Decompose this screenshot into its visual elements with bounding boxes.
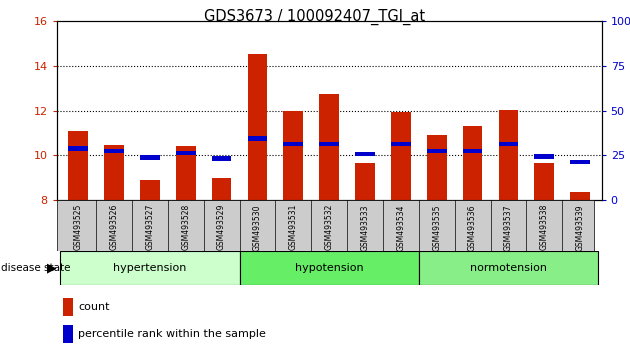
Bar (570, 192, 590, 200)
Bar (140, 180, 160, 200)
Bar (355, 152, 375, 156)
Bar (68, 131, 88, 200)
Bar (391, 112, 411, 200)
Bar (570, 160, 590, 164)
Bar (391, 142, 411, 147)
Text: GSM493532: GSM493532 (324, 204, 334, 251)
Text: ▶: ▶ (47, 262, 57, 275)
Text: hypertension: hypertension (113, 263, 186, 273)
Bar (498, 109, 518, 200)
Bar (63, 297, 73, 315)
Bar (284, 110, 303, 200)
Bar (355, 163, 375, 200)
Text: GSM493531: GSM493531 (289, 204, 298, 251)
Bar (462, 149, 483, 153)
Bar (427, 149, 447, 153)
Bar (319, 142, 339, 147)
Text: GSM493533: GSM493533 (360, 204, 370, 251)
Text: GSM493526: GSM493526 (110, 204, 118, 251)
Bar (498, 142, 518, 147)
Text: count: count (78, 302, 110, 312)
Text: GDS3673 / 100092407_TGI_at: GDS3673 / 100092407_TGI_at (205, 9, 425, 25)
Bar (284, 142, 303, 147)
Bar (534, 163, 554, 200)
Text: GSM493528: GSM493528 (181, 204, 190, 250)
Text: GSM493537: GSM493537 (504, 204, 513, 251)
Text: GSM493536: GSM493536 (468, 204, 477, 251)
Bar (104, 145, 124, 200)
Bar (419, 251, 598, 285)
Bar (212, 178, 231, 200)
Bar (239, 251, 419, 285)
Text: GSM493538: GSM493538 (540, 204, 549, 251)
Bar (248, 136, 267, 141)
Text: GSM493525: GSM493525 (74, 204, 83, 251)
Bar (140, 155, 160, 160)
Bar (462, 126, 483, 200)
Bar (104, 149, 124, 153)
Bar (319, 94, 339, 200)
Bar (248, 54, 267, 200)
Text: GSM493535: GSM493535 (432, 204, 441, 251)
Bar (534, 154, 554, 159)
Text: GSM493534: GSM493534 (396, 204, 405, 251)
Text: disease state: disease state (1, 263, 71, 273)
Bar (63, 325, 73, 343)
Text: percentile rank within the sample: percentile rank within the sample (78, 329, 266, 339)
Bar (212, 156, 231, 161)
Bar (176, 147, 196, 200)
Text: GSM493530: GSM493530 (253, 204, 262, 251)
Bar (60, 251, 239, 285)
Text: GSM493529: GSM493529 (217, 204, 226, 251)
Bar (68, 147, 88, 151)
Text: GSM493527: GSM493527 (146, 204, 154, 251)
Text: normotension: normotension (470, 263, 547, 273)
Bar (176, 151, 196, 155)
Text: GSM493539: GSM493539 (576, 204, 585, 251)
Bar (427, 135, 447, 200)
Text: hypotension: hypotension (295, 263, 364, 273)
